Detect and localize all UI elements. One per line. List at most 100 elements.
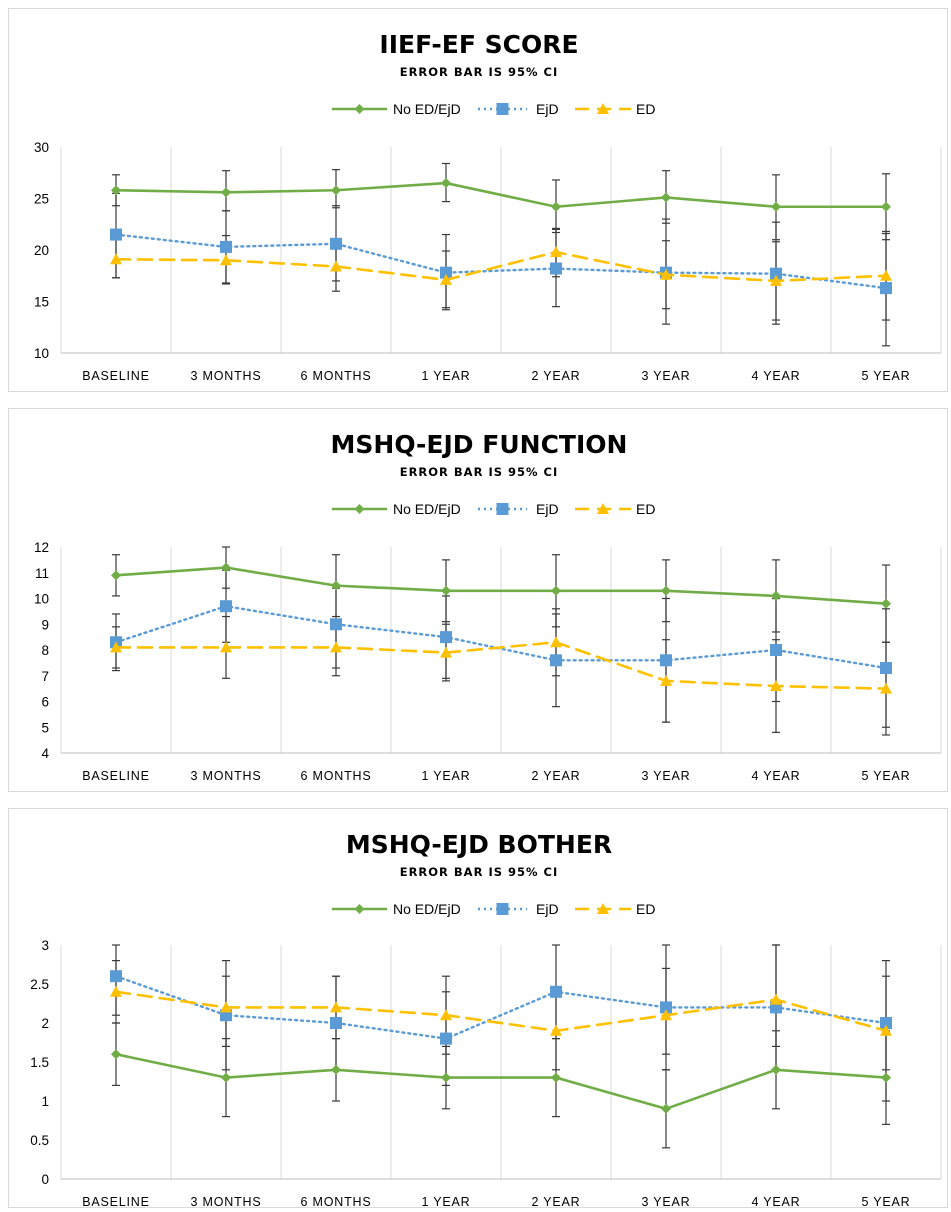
y-tick-label: 10 — [34, 592, 49, 607]
x-tick-label: 6 MONTHS — [301, 769, 372, 783]
y-tick-label: 8 — [41, 643, 49, 658]
data-point — [330, 260, 342, 272]
data-point — [110, 253, 122, 265]
legend-item-no-ed-ejd: No ED/EjD — [332, 901, 461, 917]
series-line — [114, 233, 888, 290]
data-point — [550, 985, 562, 998]
data-point — [550, 636, 562, 648]
x-tick-label: 6 MONTHS — [301, 1195, 372, 1209]
x-tick-label: 5 YEAR — [861, 1195, 910, 1209]
gridlines — [60, 547, 942, 753]
y-tick-label: 4 — [41, 746, 49, 761]
series-no-ed-ejd — [111, 178, 891, 212]
data-point — [880, 282, 892, 295]
legend: No ED/EjD EjD ED — [332, 501, 655, 517]
legend-label: No ED/EjD — [393, 101, 461, 117]
x-tick-label: 3 YEAR — [641, 369, 690, 383]
data-point — [331, 580, 341, 591]
data-point — [220, 240, 232, 253]
data-point — [660, 674, 672, 686]
data-point — [110, 970, 122, 983]
x-tick-label: 3 MONTHS — [191, 769, 262, 783]
y-tick-label: 0.5 — [30, 1133, 49, 1148]
chart-panel-mshq-ejd-bother: MSHQ-EJD BOTHER ERROR BAR IS 95% CI No ED/… — [8, 808, 948, 1209]
chart-subtitle: ERROR BAR IS 95% CI — [400, 465, 559, 479]
y-tick-label: 6 — [41, 695, 49, 710]
data-point — [440, 273, 452, 285]
chart-svg: IIEF-EF SCORE ERROR BAR IS 95% CI No ED/Ej… — [34, 30, 942, 383]
chart-svg: MSHQ-EJD FUNCTION ERROR BAR IS 95% CI No E… — [34, 430, 942, 783]
legend-item-no-ed-ejd: No ED/EjD — [332, 101, 461, 117]
data-point — [551, 201, 561, 212]
legend-marker — [354, 104, 365, 114]
data-point — [660, 1009, 672, 1021]
legend-label: ED — [636, 101, 655, 117]
data-point — [330, 1017, 342, 1029]
chart-title: IIEF-EF SCORE — [379, 30, 578, 59]
data-point — [770, 267, 782, 280]
x-tick-label: 2 YEAR — [531, 1195, 580, 1209]
x-tick-label: 6 MONTHS — [301, 369, 372, 383]
x-tick-label: 1 YEAR — [421, 369, 470, 383]
x-tick-label: 5 YEAR — [861, 369, 910, 383]
series-no-ed-ejd — [111, 562, 891, 609]
series-line — [114, 250, 888, 283]
data-point — [771, 1064, 781, 1075]
y-tick-label: 5 — [41, 720, 49, 735]
y-tick-label: 30 — [34, 140, 49, 155]
data-point — [440, 1032, 452, 1045]
legend-item-ejd: EjD — [478, 901, 559, 917]
legend-marker — [597, 903, 609, 914]
data-point — [770, 680, 782, 692]
data-point — [880, 1024, 892, 1036]
data-point — [770, 644, 782, 656]
data-point — [221, 1072, 231, 1083]
legend-item-ed: ED — [575, 901, 655, 917]
data-point — [551, 585, 561, 596]
y-tick-label: 12 — [34, 540, 49, 555]
data-point — [110, 228, 122, 241]
chart-subtitle: ERROR BAR IS 95% CI — [400, 65, 559, 79]
series-ejd — [110, 600, 892, 675]
series-ed — [110, 246, 892, 286]
data-point — [111, 1049, 121, 1060]
legend: No ED/EjD EjD ED — [332, 901, 655, 917]
legend-marker — [496, 903, 509, 915]
x-tick-label: 3 YEAR — [641, 1195, 690, 1209]
data-point — [661, 192, 671, 203]
chart-title: MSHQ-EJD BOTHER — [346, 830, 612, 859]
legend-item-ejd: EjD — [478, 101, 559, 117]
x-tick-label: 3 MONTHS — [191, 1195, 262, 1209]
data-point — [880, 662, 892, 675]
data-point — [881, 201, 891, 212]
y-tick-label: 0 — [41, 1172, 49, 1187]
data-point — [881, 598, 891, 609]
chart-title: MSHQ-EJD FUNCTION — [331, 430, 628, 459]
chart-svg: MSHQ-EJD BOTHER ERROR BAR IS 95% CI No ED/… — [30, 830, 942, 1209]
legend-label: ED — [636, 501, 655, 517]
data-point — [440, 266, 452, 279]
data-point — [330, 618, 342, 631]
y-tick-label: 1.5 — [30, 1055, 49, 1070]
legend-marker — [496, 503, 509, 515]
legend-item-ejd: EjD — [478, 501, 559, 517]
series-line — [114, 566, 888, 605]
x-tick-label: 1 YEAR — [421, 769, 470, 783]
y-tick-label: 10 — [34, 346, 49, 361]
data-point — [111, 185, 121, 196]
data-point — [331, 1064, 341, 1075]
series-line — [114, 1052, 888, 1111]
data-point — [220, 1001, 232, 1013]
x-tick-label: 4 YEAR — [751, 369, 800, 383]
legend-label: ED — [636, 901, 655, 917]
y-tick-label: 15 — [34, 295, 49, 310]
series-no-ed-ejd — [111, 1049, 891, 1114]
gridlines — [60, 945, 942, 1179]
x-tick-label: 4 YEAR — [751, 1195, 800, 1209]
data-point — [770, 993, 782, 1005]
y-tick-label: 9 — [41, 617, 49, 632]
series-ed — [110, 985, 892, 1036]
data-point — [330, 237, 342, 250]
data-point — [110, 985, 122, 997]
legend-marker — [496, 103, 509, 115]
